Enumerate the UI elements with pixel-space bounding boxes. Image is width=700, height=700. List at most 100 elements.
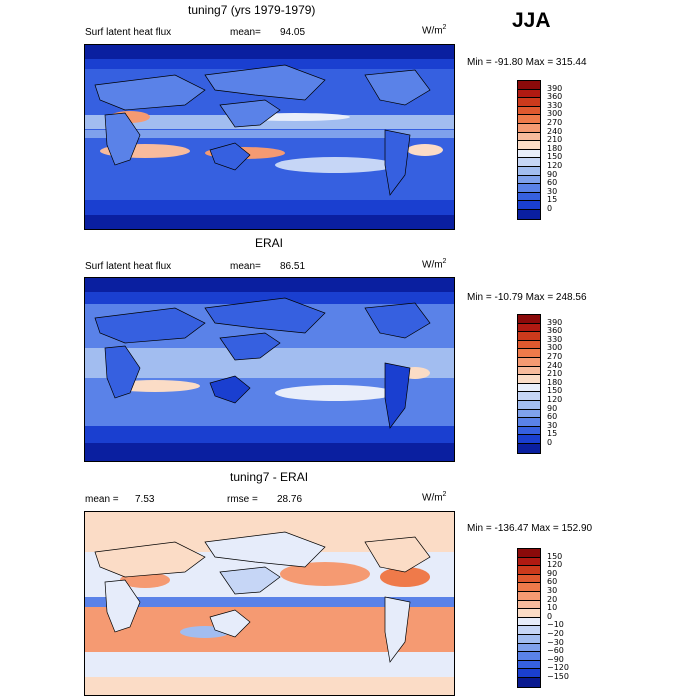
colorbar-swatch: [518, 201, 540, 210]
colorbar-tick-label: −150: [547, 672, 569, 681]
colorbar-tick-label: 270: [547, 352, 563, 361]
colorbar-tick-label: 20: [547, 594, 558, 604]
panel1-mean-label: mean=: [230, 27, 261, 38]
colorbar-swatch: [518, 677, 540, 687]
panel3-map: [84, 511, 455, 696]
panel2-map: [84, 277, 455, 462]
colorbar-swatch: [518, 184, 540, 193]
panel3-rmse-value: 28.76: [277, 494, 303, 505]
colorbar-tick-label: 330: [547, 100, 563, 110]
panel3-title: tuning7 - ERAI: [230, 470, 309, 484]
colorbar-swatch: [518, 149, 540, 159]
colorbar-tick-label: 90: [547, 403, 558, 413]
colorbar-tick-label: −20: [547, 629, 564, 638]
panel2-colorbar: [517, 314, 541, 454]
colorbar-swatch: [518, 643, 540, 653]
panel3-colorbar: [517, 548, 541, 688]
colorbar-swatch: [518, 158, 540, 167]
colorbar-swatch: [518, 574, 540, 584]
colorbar-swatch: [518, 349, 540, 358]
colorbar-swatch: [518, 315, 540, 324]
colorbar-swatch: [518, 357, 540, 367]
colorbar-tick-label: 30: [547, 420, 558, 430]
colorbar-swatch: [518, 609, 540, 618]
colorbar-tick-label: 90: [547, 169, 558, 179]
colorbar-tick-label: 390: [547, 317, 563, 327]
colorbar-swatch: [518, 583, 540, 592]
panel1-title: tuning7 (yrs 1979-1979): [188, 3, 316, 17]
panel1-mean-value: 94.05: [280, 27, 306, 38]
colorbar-tick-label: 270: [547, 118, 563, 127]
colorbar-tick-label: 30: [547, 586, 558, 595]
colorbar-swatch: [518, 435, 540, 444]
colorbar-tick-label: −120: [547, 663, 569, 673]
colorbar-tick-label: 120: [547, 560, 563, 570]
colorbar-tick-label: 60: [547, 178, 558, 188]
colorbar-tick-label: 10: [547, 603, 558, 613]
colorbar-tick-label: −60: [547, 646, 564, 656]
colorbar-tick-label: 0: [547, 204, 553, 213]
colorbar-tick-label: −10: [547, 620, 564, 630]
colorbar-tick-label: 330: [547, 334, 563, 344]
colorbar-tick-label: 150: [547, 386, 563, 396]
colorbar-tick-label: 300: [547, 343, 563, 353]
colorbar-tick-label: 150: [547, 152, 563, 162]
colorbar-tick-label: 180: [547, 143, 563, 153]
colorbar-tick-label: 210: [547, 369, 563, 379]
panel2-title: ERAI: [255, 236, 284, 250]
colorbar-swatch: [518, 409, 540, 419]
colorbar-tick-label: 15: [547, 429, 558, 439]
panel1-minmax: Min = -91.80 Max = 315.44: [467, 57, 587, 68]
colorbar-tick-label: 60: [547, 577, 558, 587]
panel3-rmse-label: rmse =: [227, 494, 258, 505]
colorbar-swatch: [518, 660, 540, 670]
panel2-mean-value: 86.51: [280, 261, 306, 272]
colorbar-swatch: [518, 332, 540, 341]
panel1-variable-label: Surf latent heat flux: [85, 27, 172, 38]
panel3-mean-value: 7.53: [135, 494, 155, 505]
panel1-map: [84, 44, 455, 230]
colorbar-tick-label: 300: [547, 109, 563, 119]
colorbar-swatch: [518, 89, 540, 99]
colorbar-swatch: [518, 626, 540, 635]
colorbar-swatch: [518, 557, 540, 567]
colorbar-swatch: [518, 549, 540, 558]
panel3-minmax: Min = -136.47 Max = 152.90: [467, 523, 593, 534]
colorbar-tick-label: 390: [547, 83, 563, 93]
colorbar-swatch: [518, 375, 540, 384]
panel1-colorbar: [517, 80, 541, 220]
colorbar-tick-label: 90: [547, 568, 558, 578]
colorbar-swatch: [518, 383, 540, 393]
colorbar-swatch: [518, 669, 540, 678]
panel3-units: W/m2: [422, 491, 447, 504]
colorbar-swatch: [518, 617, 540, 627]
colorbar-swatch: [518, 123, 540, 133]
colorbar-swatch: [518, 634, 540, 644]
panel1-units: W/m2: [422, 24, 447, 37]
colorbar-swatch: [518, 141, 540, 150]
colorbar-tick-label: 180: [547, 377, 563, 387]
panel2-units: W/m2: [422, 258, 447, 271]
colorbar-swatch: [518, 600, 540, 610]
colorbar-tick-label: 150: [547, 551, 563, 561]
panel2-mean-label: mean=: [230, 261, 261, 272]
colorbar-swatch: [518, 132, 540, 142]
colorbar-swatch: [518, 443, 540, 453]
colorbar-swatch: [518, 340, 540, 350]
colorbar-swatch: [518, 566, 540, 575]
colorbar-tick-label: 0: [547, 611, 553, 621]
colorbar-swatch: [518, 652, 540, 661]
colorbar-tick-label: 120: [547, 161, 563, 170]
colorbar-swatch: [518, 591, 540, 601]
panel2-variable-label: Surf latent heat flux: [85, 261, 172, 272]
colorbar-tick-label: 360: [547, 326, 563, 336]
colorbar-swatch: [518, 392, 540, 401]
colorbar-tick-label: 15: [547, 195, 558, 205]
colorbar-tick-label: 360: [547, 92, 563, 102]
colorbar-swatch: [518, 175, 540, 185]
panel2-minmax: Min = -10.79 Max = 248.56: [467, 292, 587, 303]
colorbar-tick-label: 120: [547, 395, 563, 404]
colorbar-swatch: [518, 106, 540, 116]
colorbar-tick-label: 60: [547, 412, 558, 422]
colorbar-tick-label: 210: [547, 135, 563, 145]
